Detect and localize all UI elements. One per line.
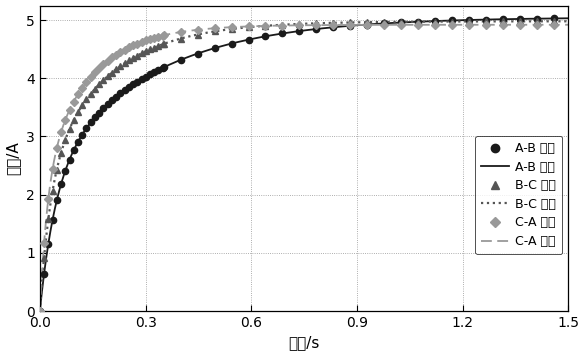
X-axis label: 时间/s: 时间/s xyxy=(288,335,320,350)
Legend: A-B 实测, A-B 拟合, B-C 实测, B-C 拟合, C-A 实测, C-A 拟合: A-B 实测, A-B 拟合, B-C 实测, B-C 拟合, C-A 实测, … xyxy=(475,136,562,254)
Y-axis label: 电流/A: 电流/A xyxy=(5,141,20,175)
